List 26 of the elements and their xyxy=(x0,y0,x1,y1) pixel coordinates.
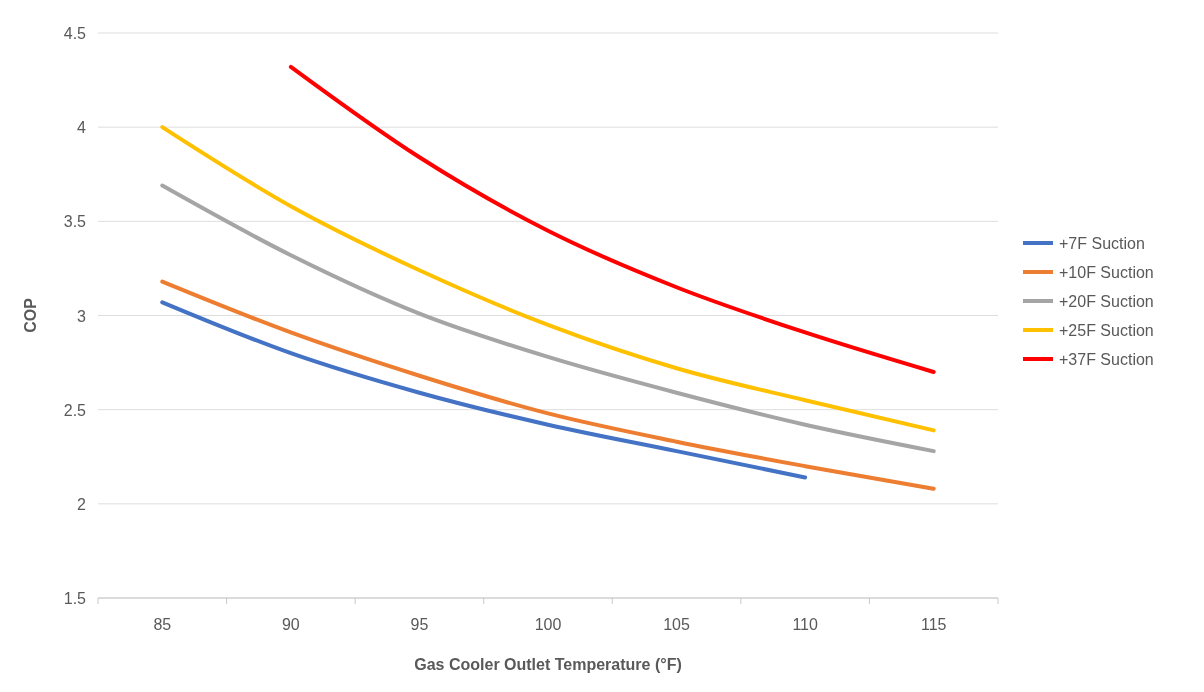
legend-label: +37F Suction xyxy=(1059,351,1154,368)
x-axis-title: Gas Cooler Outlet Temperature (°F) xyxy=(414,656,682,673)
y-axis-title: COP xyxy=(22,297,39,333)
x-tick-label: 95 xyxy=(410,616,429,633)
y-tick-label: 2.5 xyxy=(63,401,87,419)
legend-label: +7F Suction xyxy=(1059,235,1145,252)
y-tick-label: 1.5 xyxy=(63,590,87,607)
x-tick-label: 115 xyxy=(920,616,947,633)
y-tick-label: 3 xyxy=(77,307,87,325)
y-tick-label: 2 xyxy=(77,495,87,513)
line-series xyxy=(160,125,936,433)
line-series xyxy=(160,279,936,491)
x-tick-label: 100 xyxy=(534,616,562,633)
line-series xyxy=(160,300,808,480)
y-tick-label: 4 xyxy=(77,119,87,137)
x-tick-label: 105 xyxy=(663,616,691,633)
legend-label: +25F Suction xyxy=(1059,322,1154,339)
legend-label: +20F Suction xyxy=(1059,293,1154,310)
x-tick-label: 85 xyxy=(153,616,172,633)
x-tick-label: 110 xyxy=(792,616,818,633)
line-series xyxy=(160,183,936,454)
line-series xyxy=(288,64,936,374)
y-tick-label: 3.5 xyxy=(63,213,87,231)
x-tick-label: 90 xyxy=(281,616,300,633)
legend-label: +10F Suction xyxy=(1059,264,1154,281)
y-tick-label: 4.5 xyxy=(63,25,87,42)
